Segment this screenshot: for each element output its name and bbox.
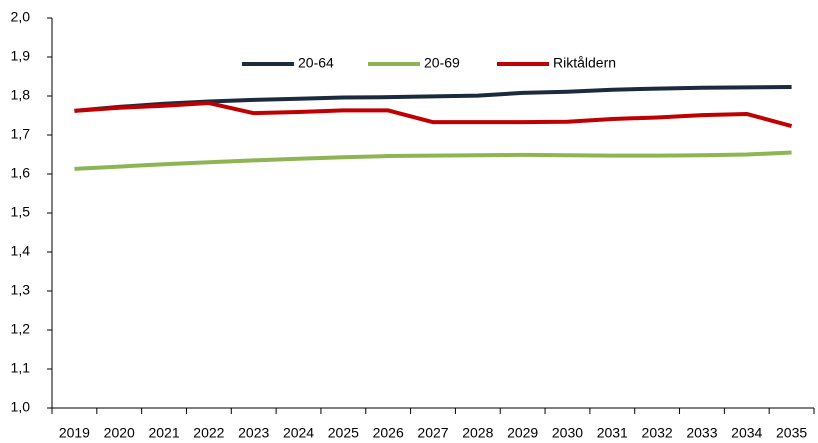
y-tick-label: 1,4	[11, 243, 31, 259]
y-tick-label: 1,7	[11, 126, 31, 142]
x-tick-label: 2035	[776, 425, 807, 441]
y-tick-label: 1,0	[11, 399, 31, 415]
x-tick-label: 2019	[59, 425, 90, 441]
x-tick-label: 2023	[238, 425, 269, 441]
x-tick-label: 2028	[462, 425, 493, 441]
y-tick-label: 1,3	[11, 282, 31, 298]
series-line	[74, 150, 792, 171]
x-tick-label: 2022	[193, 425, 224, 441]
x-tick-label: 2027	[417, 425, 448, 441]
x-tick-label: 2020	[104, 425, 135, 441]
x-tick-label: 2033	[686, 425, 717, 441]
x-tick-label: 2032	[642, 425, 673, 441]
x-tick-label: 2025	[328, 425, 359, 441]
y-tick-label: 2,0	[11, 9, 31, 25]
legend-label: 20-69	[424, 55, 460, 71]
x-tick-label: 2029	[507, 425, 538, 441]
y-tick-label: 1,2	[11, 321, 31, 337]
y-tick-label: 1,8	[11, 87, 31, 103]
legend-label: 20-64	[298, 55, 334, 71]
x-tick-label: 2031	[597, 425, 628, 441]
legend-label: Riktåldern	[553, 55, 616, 71]
x-tick-label: 2026	[373, 425, 404, 441]
x-tick-label: 2030	[552, 425, 583, 441]
x-tick-label: 2034	[731, 425, 762, 441]
x-tick-label: 2024	[283, 425, 314, 441]
y-tick-label: 1,5	[11, 204, 31, 220]
y-tick-label: 1,1	[11, 360, 31, 376]
series-line	[74, 85, 792, 113]
x-tick-label: 2021	[148, 425, 179, 441]
series-line	[74, 101, 793, 128]
y-tick-label: 1,6	[11, 165, 31, 181]
y-tick-label: 1,9	[11, 48, 31, 64]
